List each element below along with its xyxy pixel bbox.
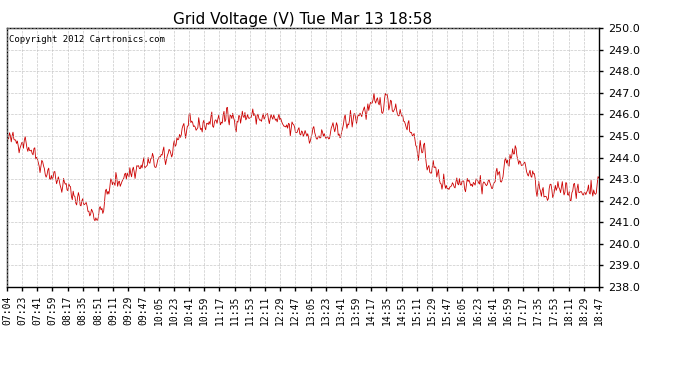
Text: Copyright 2012 Cartronics.com: Copyright 2012 Cartronics.com — [9, 34, 164, 44]
Title: Grid Voltage (V) Tue Mar 13 18:58: Grid Voltage (V) Tue Mar 13 18:58 — [173, 12, 433, 27]
